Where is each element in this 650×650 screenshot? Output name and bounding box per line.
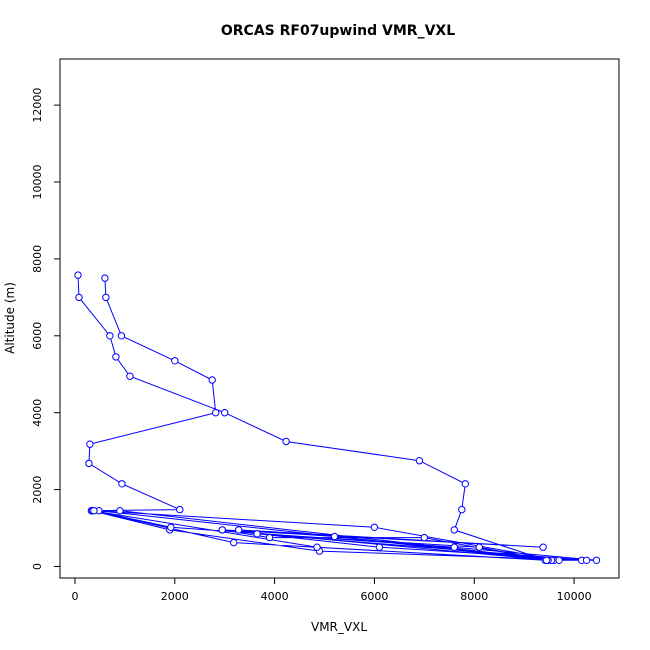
y-tick-label: 8000: [31, 245, 44, 273]
x-tick-label: 0: [71, 590, 78, 603]
y-tick-label: 12000: [31, 88, 44, 123]
y-axis-label: Altitude (m): [3, 282, 17, 354]
x-tick-label: 2000: [161, 590, 189, 603]
series-line: [77, 275, 597, 561]
y-tick-label: 2000: [31, 476, 44, 504]
data-point: [458, 505, 466, 514]
data-point: [230, 538, 238, 547]
x-axis-label: VMR_VXL: [311, 620, 367, 634]
data-point: [370, 523, 379, 531]
data-point: [475, 543, 483, 551]
data-point: [542, 556, 551, 564]
data-point: [253, 530, 261, 538]
data-point: [85, 459, 93, 468]
data-point: [330, 532, 339, 541]
series-group: [74, 271, 601, 564]
data-point: [106, 332, 114, 340]
data-point: [102, 293, 110, 302]
data-point: [415, 457, 424, 465]
y-axis: 0 2000 4000 6000 8000 10000 12000: [31, 88, 60, 570]
x-tick-label: 4000: [261, 590, 289, 603]
data-point: [282, 437, 290, 446]
data-point: [171, 357, 179, 365]
data-point: [582, 556, 591, 564]
data-point: [90, 507, 98, 515]
y-tick-label: 4000: [31, 399, 44, 427]
data-point: [313, 543, 321, 551]
data-point: [450, 543, 458, 551]
data-point: [86, 440, 94, 448]
data-point: [461, 480, 469, 488]
data-point: [167, 523, 175, 531]
data-point: [555, 556, 563, 564]
x-axis: 0 2000 4000 6000 8000 10000: [71, 578, 592, 603]
y-tick-label: 0: [31, 563, 44, 570]
data-point: [208, 376, 216, 384]
data-point: [375, 543, 384, 551]
data-point: [218, 526, 226, 534]
plot-frame: [59, 58, 620, 579]
data-point: [235, 526, 243, 534]
data-point: [212, 409, 220, 417]
x-tick-label: 8000: [460, 590, 488, 603]
y-tick-label: 10000: [31, 165, 44, 200]
data-point: [74, 271, 82, 279]
data-point: [117, 332, 126, 340]
data-point: [420, 533, 428, 542]
data-point: [116, 507, 124, 515]
data-point: [75, 293, 83, 302]
data-point: [265, 533, 274, 542]
chart-title: ORCAS RF07upwind VMR_VXL: [221, 23, 455, 39]
data-point: [176, 505, 184, 514]
data-point: [118, 480, 126, 488]
data-point: [112, 353, 120, 361]
y-tick-label: 6000: [31, 322, 44, 350]
data-point: [126, 372, 134, 380]
data-point: [539, 543, 547, 551]
data-point: [221, 409, 229, 417]
data-point: [592, 556, 601, 564]
data-point: [450, 526, 458, 534]
x-tick-label: 6000: [360, 590, 388, 603]
x-tick-label: 10000: [557, 590, 592, 603]
data-point: [101, 274, 109, 282]
